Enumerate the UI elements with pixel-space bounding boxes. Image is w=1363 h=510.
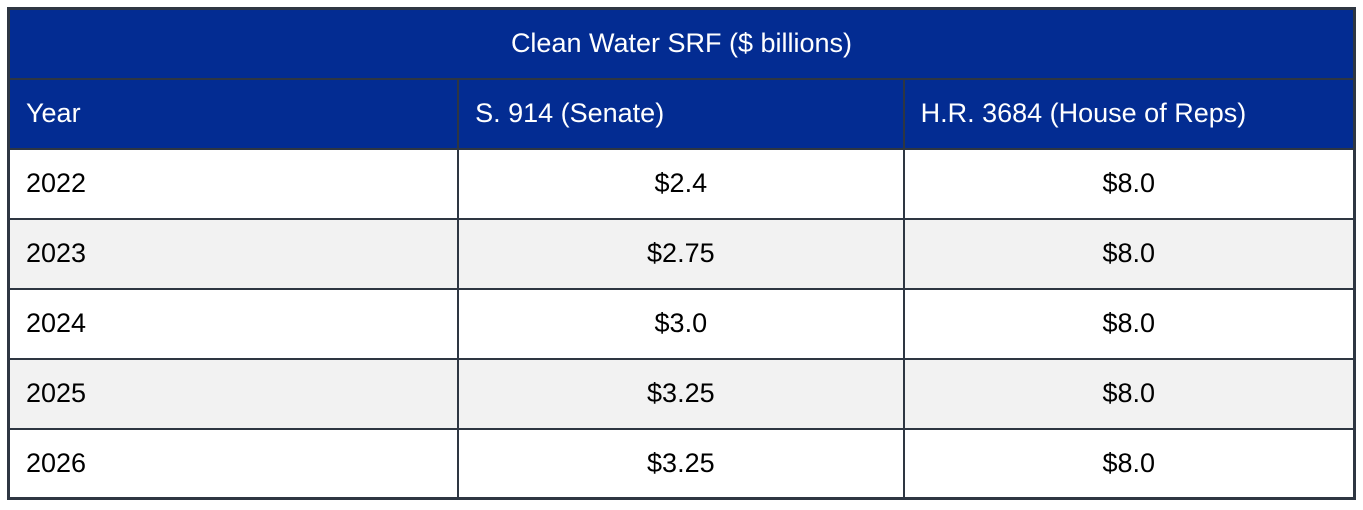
year-cell: 2022 — [7, 147, 460, 220]
year-cell: 2024 — [7, 287, 460, 360]
senate-value-cell: $2.4 — [457, 147, 905, 220]
senate-value-cell: $3.25 — [457, 427, 905, 500]
table-row: 2026 $3.25 $8.0 — [7, 427, 1356, 500]
senate-value-cell: $2.75 — [457, 217, 905, 290]
senate-value-cell: $3.0 — [457, 287, 905, 360]
column-header-house: H.R. 3684 (House of Reps) — [902, 77, 1356, 150]
senate-value-cell: $3.25 — [457, 357, 905, 430]
year-cell: 2025 — [7, 357, 460, 430]
column-header-senate: S. 914 (Senate) — [457, 77, 905, 150]
table-row: 2025 $3.25 $8.0 — [7, 357, 1356, 430]
house-value-cell: $8.0 — [902, 357, 1356, 430]
house-value-cell: $8.0 — [902, 147, 1356, 220]
column-header-row: Year S. 914 (Senate) H.R. 3684 (House of… — [7, 77, 1356, 150]
house-value-cell: $8.0 — [902, 427, 1356, 500]
table-row: 2023 $2.75 $8.0 — [7, 217, 1356, 290]
house-value-cell: $8.0 — [902, 217, 1356, 290]
house-value-cell: $8.0 — [902, 287, 1356, 360]
year-cell: 2026 — [7, 427, 460, 500]
table-title-row: Clean Water SRF ($ billions) — [7, 7, 1356, 80]
column-header-year: Year — [7, 77, 460, 150]
table-row: 2024 $3.0 $8.0 — [7, 287, 1356, 360]
year-cell: 2023 — [7, 217, 460, 290]
table-row: 2022 $2.4 $8.0 — [7, 147, 1356, 220]
table-title: Clean Water SRF ($ billions) — [7, 7, 1356, 80]
clean-water-srf-table: Clean Water SRF ($ billions) Year S. 914… — [7, 7, 1356, 500]
